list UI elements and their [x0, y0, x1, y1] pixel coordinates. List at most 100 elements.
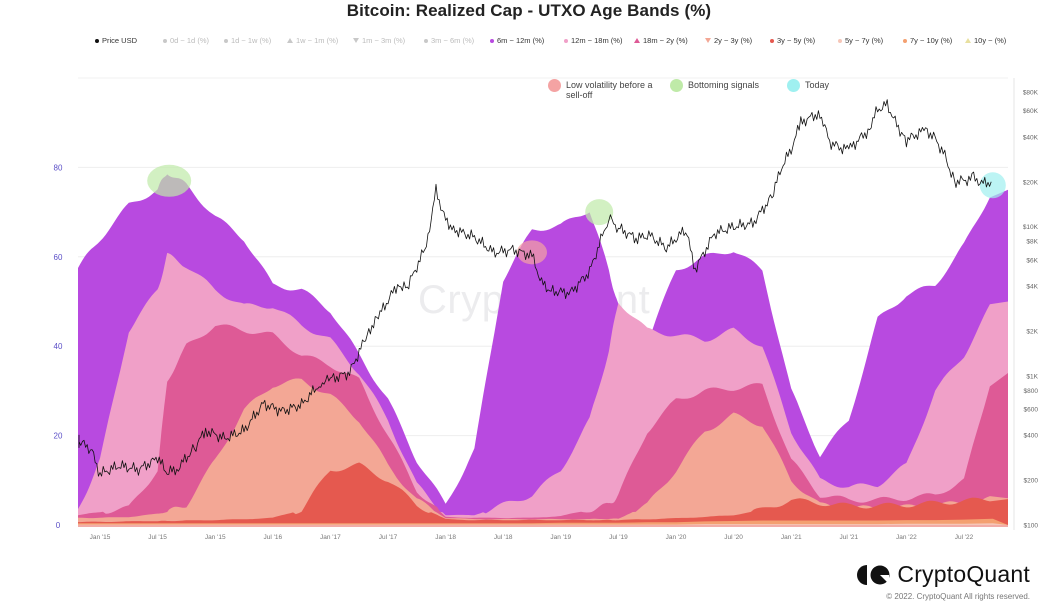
legend-marker-icon: [95, 38, 99, 43]
annotation-dot-icon: [787, 79, 800, 92]
legend-item[interactable]: 7y ~ 10y (%): [903, 36, 952, 45]
legend-marker-icon: [903, 38, 907, 43]
legend-label: 5y ~ 7y (%): [845, 36, 884, 45]
right-tick-label: $80K: [1023, 90, 1039, 97]
chart-title: Bitcoin: Realized Cap - UTXO Age Bands (…: [346, 1, 712, 20]
legend-item[interactable]: 10y ~ (%): [965, 36, 1006, 45]
legend-label: 0d ~ 1d (%): [170, 36, 209, 45]
legend-marker-icon: [353, 38, 359, 43]
legend-item[interactable]: 3m ~ 6m (%): [424, 36, 474, 45]
legend-marker-icon: [705, 38, 711, 43]
legend-label: 3m ~ 6m (%): [431, 36, 475, 45]
x-tick-label: Jan '22: [896, 534, 917, 541]
brand-name: CryptoQuant: [897, 561, 1030, 587]
legend-label: 2y ~ 3y (%): [714, 36, 753, 45]
legend-label: Price USD: [102, 36, 138, 45]
left-tick-label: 0: [56, 521, 61, 530]
legend-label: 12m ~ 18m (%): [571, 36, 623, 45]
x-tick-label: Jul '22: [955, 534, 974, 541]
annotation-item: Bottoming signals: [670, 79, 760, 92]
highlight-ellipses: [147, 164, 1006, 265]
x-tick-label: Jan '17: [320, 534, 341, 541]
legend-marker-icon: [490, 38, 494, 43]
highlight-ellipse: [147, 164, 192, 197]
legend-item[interactable]: 0d ~ 1d (%): [163, 36, 209, 45]
legend-label: 7y ~ 10y (%): [910, 36, 953, 45]
right-tick-label: $400: [1024, 433, 1039, 440]
annotation-dot-icon: [548, 79, 561, 92]
brand-logo: CryptoQuant: [857, 561, 1030, 588]
right-tick-label: $6K: [1026, 257, 1038, 264]
legend-marker-icon: [224, 38, 228, 43]
x-axis: Jan '15 Jul '15 Jan '15 Jul '16 Jan '17 Jul '…: [78, 525, 1008, 541]
right-axis: $100 $200 $400 $600 $800 $1K $2K $4K $6K $8K $10K $…: [1013, 78, 1039, 530]
legend-label: 1m ~ 3m (%): [362, 36, 406, 45]
left-tick-label: 20: [54, 432, 63, 441]
left-tick-label: 60: [54, 253, 63, 262]
legend-marker-icon: [287, 38, 293, 43]
cryptoquant-logo-icon: [857, 564, 890, 585]
left-tick-label: 80: [54, 163, 63, 172]
legend-marker-icon: [564, 38, 568, 43]
x-tick-label: Jul '19: [609, 534, 628, 541]
legend-label: 10y ~ (%): [974, 36, 1007, 45]
right-tick-label: $100: [1024, 523, 1039, 530]
annotation-label: Bottoming signals: [688, 80, 760, 90]
legend-item[interactable]: 12m ~ 18m (%): [564, 36, 622, 45]
x-tick-label: Jan '18: [435, 534, 456, 541]
x-tick-label: Jan '21: [781, 534, 802, 541]
x-tick-label: Jul '17: [379, 534, 398, 541]
left-axis: 0 20 40 60 80: [54, 163, 63, 530]
legend-item[interactable]: 1w ~ 1m (%): [287, 36, 338, 45]
chart-legend: Price USD 0d ~ 1d (%) 1d ~ 1w (%) 1w ~ 1m (…: [0, 36, 1058, 50]
legend-marker-icon: [634, 38, 640, 43]
legend-marker-icon: [965, 38, 971, 43]
legend-item[interactable]: 5y ~ 7y (%): [838, 36, 883, 45]
legend-item[interactable]: 2y ~ 3y (%): [705, 36, 752, 45]
legend-item[interactable]: 1m ~ 3m (%): [353, 36, 405, 45]
highlight-ellipse: [517, 240, 547, 265]
x-tick-label: Jan '15: [205, 534, 226, 541]
right-tick-label: $1K: [1026, 373, 1038, 380]
legend-marker-icon: [163, 38, 167, 43]
area-3y-5y: [78, 462, 1008, 525]
legend-marker-icon: [838, 38, 842, 43]
highlight-ellipse: [585, 199, 614, 226]
annotation-legend: Low volatility before a sell-off Bottomin…: [0, 79, 1058, 110]
price-usd-line: [78, 99, 992, 477]
right-tick-label: $10K: [1023, 224, 1039, 231]
x-tick-label: Jan '15: [90, 534, 111, 541]
annotation-item: Today: [787, 79, 830, 92]
right-tick-label: $20K: [1023, 179, 1039, 186]
right-tick-label: $4K: [1026, 284, 1038, 291]
price-line-group: [78, 99, 992, 477]
right-tick-label: $40K: [1023, 134, 1039, 141]
legend-label: 6m ~ 12m (%): [497, 36, 545, 45]
legend-label: 1d ~ 1w (%): [231, 36, 272, 45]
legend-item[interactable]: 6m ~ 12m (%): [490, 36, 544, 45]
legend-item[interactable]: 18m ~ 2y (%): [634, 36, 688, 45]
stacked-areas: [78, 174, 1008, 525]
highlight-ellipse: [979, 172, 1006, 199]
legend-item[interactable]: 3y ~ 5y (%): [770, 36, 815, 45]
legend-label: 18m ~ 2y (%): [643, 36, 688, 45]
legend-marker-icon: [770, 38, 774, 43]
right-tick-label: $8K: [1026, 239, 1038, 246]
x-tick-label: Jan '20: [666, 534, 687, 541]
annotation-label: Today: [805, 80, 830, 90]
annotation-label: Low volatility before a sell-off: [566, 80, 653, 100]
legend-item[interactable]: Price USD: [95, 36, 137, 45]
legend-item[interactable]: 1d ~ 1w (%): [224, 36, 271, 45]
x-tick-label: Jul '21: [840, 534, 859, 541]
right-tick-label: $2K: [1026, 328, 1038, 335]
area-5y-7y: [78, 518, 1008, 525]
right-tick-label: $60K: [1023, 108, 1039, 115]
legend-label: 3y ~ 5y (%): [777, 36, 816, 45]
right-tick-label: $800: [1024, 388, 1039, 395]
x-tick-label: Jul '15: [148, 534, 167, 541]
x-tick-label: Jul '16: [264, 534, 283, 541]
x-tick-label: Jul '20: [724, 534, 743, 541]
right-tick-label: $200: [1024, 478, 1039, 485]
legend-marker-icon: [424, 38, 428, 43]
